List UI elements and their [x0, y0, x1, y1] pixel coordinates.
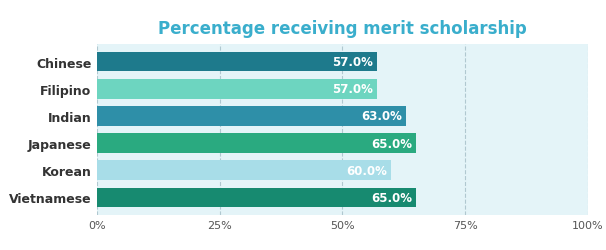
Bar — [97, 134, 416, 153]
Text: 57.0%: 57.0% — [332, 56, 373, 69]
Bar — [97, 80, 377, 99]
Text: 63.0%: 63.0% — [361, 110, 402, 123]
Bar — [97, 53, 377, 72]
Bar — [97, 188, 416, 207]
Text: 60.0%: 60.0% — [347, 164, 388, 177]
Bar — [97, 161, 391, 180]
Text: 65.0%: 65.0% — [371, 191, 412, 204]
Text: 57.0%: 57.0% — [332, 83, 373, 96]
Text: 65.0%: 65.0% — [371, 137, 412, 150]
Bar — [97, 107, 406, 126]
Title: Percentage receiving merit scholarship: Percentage receiving merit scholarship — [158, 20, 527, 38]
